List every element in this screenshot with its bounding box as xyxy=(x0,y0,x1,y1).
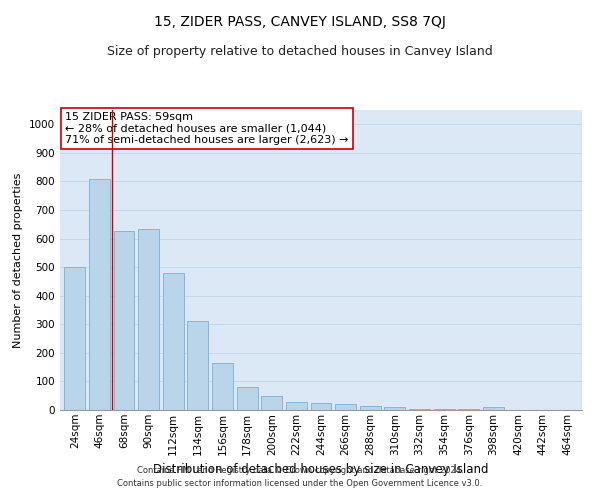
Bar xyxy=(335,404,356,410)
Y-axis label: Number of detached properties: Number of detached properties xyxy=(13,172,23,348)
Bar xyxy=(138,228,159,410)
Bar xyxy=(286,402,307,410)
Text: Size of property relative to detached houses in Canvey Island: Size of property relative to detached ho… xyxy=(107,45,493,58)
Bar xyxy=(187,320,208,410)
Bar xyxy=(434,409,455,410)
Text: 15, ZIDER PASS, CANVEY ISLAND, SS8 7QJ: 15, ZIDER PASS, CANVEY ISLAND, SS8 7QJ xyxy=(154,15,446,29)
Bar xyxy=(360,406,381,410)
Bar xyxy=(261,396,282,410)
Bar xyxy=(113,232,134,410)
Bar xyxy=(311,403,331,410)
Bar xyxy=(212,363,233,410)
Bar xyxy=(409,408,430,410)
Bar xyxy=(163,273,184,410)
Bar xyxy=(385,406,406,410)
Text: 15 ZIDER PASS: 59sqm
← 28% of detached houses are smaller (1,044)
71% of semi-de: 15 ZIDER PASS: 59sqm ← 28% of detached h… xyxy=(65,112,349,144)
Bar xyxy=(483,406,504,410)
Bar xyxy=(236,386,257,410)
Text: Contains HM Land Registry data © Crown copyright and database right 2024.
Contai: Contains HM Land Registry data © Crown c… xyxy=(118,466,482,487)
Bar xyxy=(64,267,85,410)
Bar xyxy=(89,178,110,410)
X-axis label: Distribution of detached houses by size in Canvey Island: Distribution of detached houses by size … xyxy=(153,463,489,476)
